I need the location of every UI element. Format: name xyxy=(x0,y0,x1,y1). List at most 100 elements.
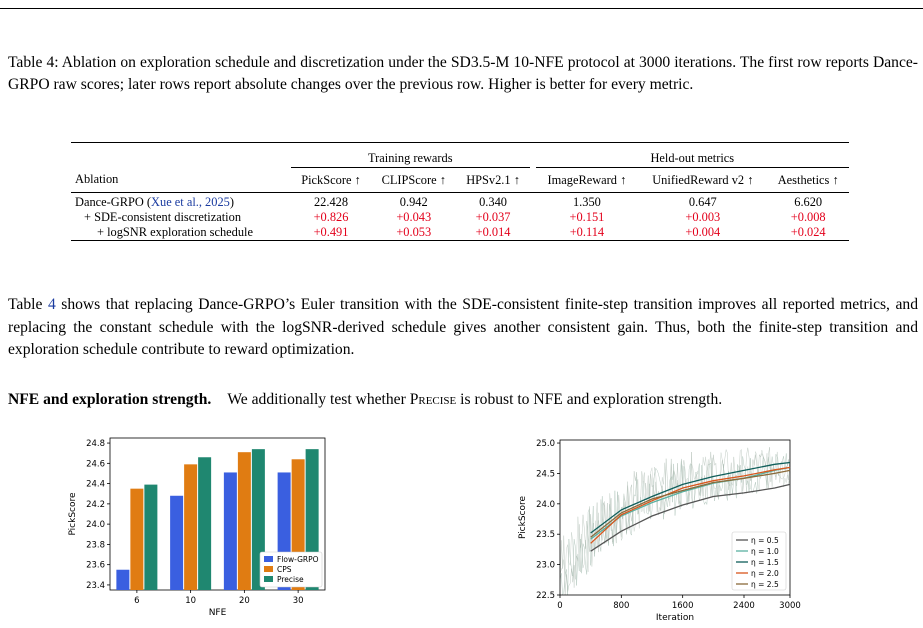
y-tick-label: 23.0 xyxy=(536,561,555,571)
bar xyxy=(237,452,251,590)
paragraph-heading: NFE and exploration strength. xyxy=(8,391,212,408)
legend-label: Flow-GRPO xyxy=(277,555,319,564)
caption-label: Table 4: xyxy=(8,54,59,71)
series-line xyxy=(590,469,791,538)
table-cell: +0.491 xyxy=(313,225,349,239)
bar xyxy=(130,488,144,590)
table-cell: 6.620 xyxy=(794,195,823,209)
x-tick-label: 20 xyxy=(239,596,250,606)
x-tick-label: 10 xyxy=(185,596,196,606)
caption-text: Ablation on exploration schedule and dis… xyxy=(8,54,918,93)
x-tick-label: 0 xyxy=(557,601,562,611)
x-tick-label: 6 xyxy=(134,596,139,606)
bar xyxy=(116,569,130,590)
bar xyxy=(144,484,158,590)
plot-frame xyxy=(109,437,326,591)
col-header-imagereward: ImageReward ↑ xyxy=(547,172,627,187)
noisy-trace xyxy=(559,450,791,596)
table-cell: +0.014 xyxy=(475,225,511,239)
table-caption: Table 4: Ablation on exploration schedul… xyxy=(8,52,918,96)
table-cell: 1.350 xyxy=(572,195,601,209)
table-cell: +0.043 xyxy=(396,210,432,224)
y-tick-label: 24.4 xyxy=(86,480,105,490)
table-cell: +0.826 xyxy=(313,210,349,224)
y-tick-label: 23.5 xyxy=(536,530,555,540)
citation-link[interactable]: Xue et al., 2025 xyxy=(151,195,230,209)
col-header-hpsv21: HPSv2.1 ↑ xyxy=(466,172,520,187)
col-header-aesthetics: Aesthetics ↑ xyxy=(777,172,839,187)
x-tick-label: 30 xyxy=(293,596,304,606)
y-tick-label: 24.5 xyxy=(536,469,555,479)
group-header-training: Training rewards xyxy=(368,150,453,165)
table-row: Dance-GRPO (Xue et al., 2025) 22.428 0.9… xyxy=(71,195,849,210)
legend-label: η = 1.0 xyxy=(751,547,779,556)
table-cell: +0.008 xyxy=(790,210,826,224)
legend-swatch xyxy=(264,566,273,572)
legend-label: η = 0.5 xyxy=(751,536,779,545)
table-cell: 0.942 xyxy=(399,195,428,209)
plot-frame xyxy=(559,439,791,596)
y-tick-label: 24.0 xyxy=(86,520,105,530)
row-label: + SDE-consistent discretization xyxy=(84,210,242,224)
series-line xyxy=(590,466,791,540)
y-tick-label: 24.8 xyxy=(86,439,105,449)
legend-swatch xyxy=(264,576,273,582)
group-header-heldout: Held-out metrics xyxy=(650,150,735,165)
table-row: + SDE-consistent discretization +0.826 +… xyxy=(71,210,849,225)
col-header-ablation: Ablation xyxy=(75,172,119,187)
y-tick-label: 24.0 xyxy=(536,500,555,510)
y-tick-label: 25.0 xyxy=(536,439,555,449)
y-tick-label: 23.4 xyxy=(86,581,105,591)
col-header-clipscore: CLIPScore ↑ xyxy=(381,172,446,187)
legend-label: CPS xyxy=(277,565,292,574)
table-cell: +0.024 xyxy=(790,225,826,239)
table-cell: +0.114 xyxy=(569,225,605,239)
y-axis-label: PickScore xyxy=(68,492,78,536)
bar xyxy=(184,464,198,590)
legend-label: Precise xyxy=(277,575,304,584)
row-label: Dance-GRPO (Xue et al., 2025) xyxy=(75,195,234,209)
table-cell: +0.003 xyxy=(685,210,721,224)
col-header-pickscore: PickScore ↑ xyxy=(301,172,361,187)
y-tick-label: 24.6 xyxy=(86,459,105,469)
col-header-unifiedreward: UnifiedReward v2 ↑ xyxy=(652,172,754,187)
x-axis-label: Iteration xyxy=(656,613,694,623)
y-tick-label: 24.2 xyxy=(86,500,105,510)
page-top-rule xyxy=(0,8,923,9)
table-cell: +0.151 xyxy=(569,210,605,224)
ablation-table: Training rewards Held-out metrics Ablati… xyxy=(71,142,849,245)
legend-box xyxy=(259,551,323,588)
table-cell: +0.004 xyxy=(685,225,721,239)
bar xyxy=(170,495,184,590)
bar xyxy=(198,457,212,590)
series-line xyxy=(590,483,791,552)
legend-label: η = 2.0 xyxy=(751,569,779,578)
x-tick-label: 1600 xyxy=(672,601,694,611)
table-ref-link[interactable]: 4 xyxy=(47,296,56,313)
x-axis-label: NFE xyxy=(209,608,227,618)
series-line xyxy=(590,461,791,534)
body-paragraph: Table 4 shows that replacing Dance-GRPO’… xyxy=(8,296,918,358)
row-label: + logSNR exploration schedule xyxy=(97,225,253,239)
legend-label: η = 1.5 xyxy=(751,558,779,567)
y-tick-label: 23.6 xyxy=(86,561,105,571)
method-name: Precise xyxy=(409,391,457,408)
legend-box xyxy=(731,531,787,591)
legend-label: η = 2.5 xyxy=(751,580,779,589)
legend-swatch xyxy=(264,556,273,562)
table-cell: 0.647 xyxy=(688,195,717,209)
series-line xyxy=(590,466,791,544)
y-axis-label: PickScore xyxy=(518,495,528,539)
x-tick-label: 2400 xyxy=(733,601,755,611)
table-cell: 0.340 xyxy=(479,195,507,209)
nfe-bar-chart: 23.4 23.6 23.8 24.0 24.2 24.4 24.6 24.8 6 10 20 30 N… xyxy=(68,437,326,618)
y-tick-label: 22.5 xyxy=(536,591,555,601)
x-tick-label: 3000 xyxy=(779,601,801,611)
eta-line-chart: 22.5 23.0 23.5 24.0 24.5 25.0 0 800 1600 2400 3000… xyxy=(518,439,801,623)
table-cell: +0.037 xyxy=(475,210,511,224)
table-cell: +0.053 xyxy=(396,225,432,239)
x-tick-label: 800 xyxy=(613,601,629,611)
table-cell: 22.428 xyxy=(313,195,349,209)
section-paragraph: NFE and exploration strength. We addition… xyxy=(8,391,723,408)
bar xyxy=(223,472,237,590)
